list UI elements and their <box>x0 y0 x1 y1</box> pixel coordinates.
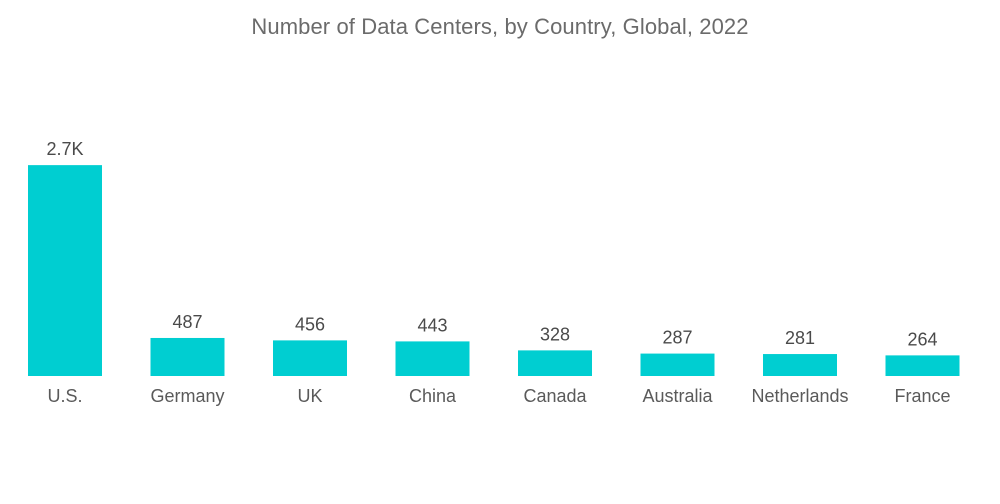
x-tick-label: U.S. <box>47 386 82 406</box>
data-label: 2.7K <box>46 139 83 159</box>
category-labels-group: U.S. Germany UK China Canada Australia Netherl… <box>47 386 950 406</box>
bar-canada <box>518 350 592 376</box>
chart-title: Number of Data Centers, by Country, Glob… <box>251 14 749 39</box>
x-tick-label: Netherlands <box>751 386 848 406</box>
x-tick-label: Germany <box>150 386 224 406</box>
data-label: 281 <box>785 328 815 348</box>
bar-uk <box>273 340 347 376</box>
data-label: 328 <box>540 324 570 344</box>
bar-netherlands <box>763 354 837 376</box>
bar-china <box>395 341 470 376</box>
data-label: 456 <box>295 314 325 334</box>
bar-u-s <box>28 165 102 376</box>
data-label: 287 <box>662 328 692 348</box>
x-tick-label: China <box>409 386 457 406</box>
x-tick-label: Canada <box>523 386 587 406</box>
x-tick-label: UK <box>297 386 322 406</box>
data-label: 264 <box>907 329 937 349</box>
bar-france <box>885 355 960 376</box>
data-label: 443 <box>417 315 447 335</box>
x-tick-label: Australia <box>642 386 713 406</box>
data-label: 487 <box>172 312 202 332</box>
value-labels-group: 2.7K 487 456 443 328 287 281 264 <box>46 139 937 349</box>
x-tick-label: France <box>894 386 950 406</box>
bar-australia <box>640 353 715 376</box>
bars-group <box>28 165 960 376</box>
bar-germany <box>150 337 225 376</box>
